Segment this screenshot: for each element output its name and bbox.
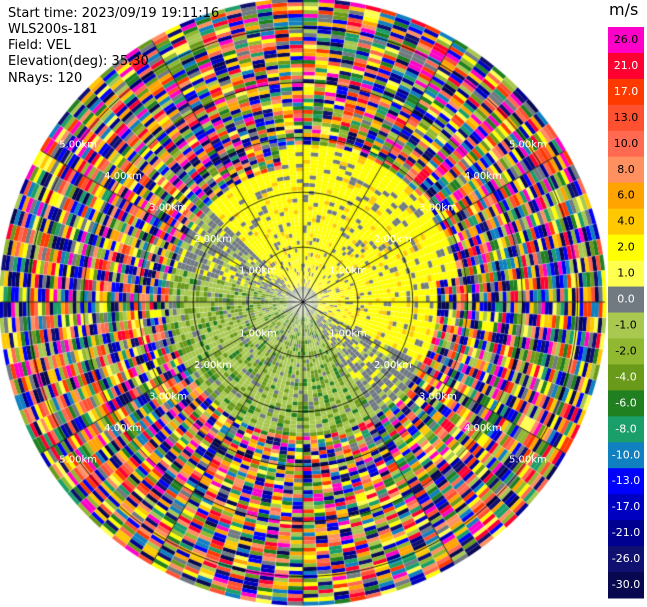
colorbar-swatch — [608, 520, 644, 547]
colorbar-tick-label: -17.0 — [612, 500, 640, 513]
colorbar-tick-label: -26.0 — [612, 552, 640, 565]
colorbar-swatch — [608, 208, 644, 236]
colorbar-swatch — [608, 234, 644, 262]
colorbar-swatch — [608, 130, 644, 158]
colorbar-tick-label: -4.0 — [615, 370, 636, 383]
instrument-label: WLS200s-181 — [8, 22, 98, 37]
colorbar-tick-label: 2.0 — [617, 241, 635, 254]
colorbar-swatch — [608, 442, 644, 469]
colorbar-tick-label: 10.0 — [614, 137, 639, 150]
colorbar-swatch — [608, 27, 644, 54]
colorbar-swatch — [608, 156, 644, 184]
colorbar-swatch — [608, 260, 644, 288]
colorbar-tick-label: -1.0 — [615, 318, 636, 331]
colorbar-swatch — [608, 52, 644, 80]
colorbar-tick-label: -6.0 — [615, 396, 636, 409]
colorbar-swatch — [608, 468, 644, 495]
colorbar-tick-label: 26.0 — [614, 33, 639, 46]
colorbar-swatch — [608, 364, 644, 391]
colorbar: 26.0 21.0 17.0 13.0 10.0 8.0 6.0 4.0 2.0 1.0 0.0 -1… — [608, 27, 644, 599]
colorbar-swatch — [608, 338, 644, 365]
colorbar-tick-label: 21.0 — [614, 59, 639, 72]
colorbar-tick-label: 6.0 — [617, 189, 635, 202]
colorbar-swatch — [608, 312, 644, 339]
colorbar-swatch — [608, 78, 644, 106]
colorbar-tick-label: 17.0 — [614, 85, 639, 98]
colorbar-swatch — [608, 390, 644, 417]
colorbar-swatch — [608, 104, 644, 132]
elevation-label: Elevation(deg): 35.30 — [8, 54, 149, 69]
colorbar-tick-label: -13.0 — [612, 474, 640, 487]
colorbar-tick-label: -10.0 — [612, 448, 640, 461]
colorbar-tick-label: 1.0 — [617, 267, 635, 280]
colorbar-swatch — [608, 572, 644, 599]
colorbar-swatch — [608, 494, 644, 521]
colorbar-swatch — [608, 546, 644, 573]
colorbar-tick-label: -2.0 — [615, 344, 636, 357]
colorbar-swatch — [608, 182, 644, 210]
colorbar-tick-label: 4.0 — [617, 215, 635, 228]
nrays-label: NRays: 120 — [8, 71, 83, 86]
colorbar-unit: m/s — [609, 0, 639, 19]
start-time-label: Start time: 2023/09/19 19:11:16 — [8, 6, 220, 21]
colorbar-tick-label: 13.0 — [614, 111, 639, 124]
colorbar-tick-label: 0.0 — [617, 293, 635, 306]
colorbar-swatch — [608, 416, 644, 443]
colorbar-swatch — [608, 286, 644, 313]
field-label: Field: VEL — [8, 38, 71, 53]
colorbar-tick-label: -30.0 — [612, 578, 640, 591]
colorbar-tick-label: -8.0 — [615, 422, 636, 435]
colorbar-tick-label: 8.0 — [617, 163, 635, 176]
colorbar-tick-label: -21.0 — [612, 526, 640, 539]
